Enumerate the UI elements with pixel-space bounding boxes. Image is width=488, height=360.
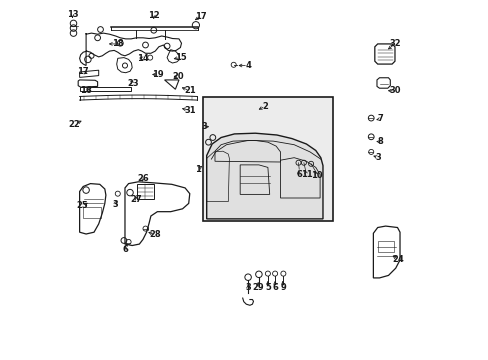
Text: 18: 18 [112, 40, 123, 49]
Text: 6: 6 [272, 284, 278, 292]
Text: 29: 29 [252, 284, 264, 292]
Text: 10: 10 [311, 171, 323, 180]
Text: 23: 23 [127, 79, 139, 88]
Text: 12: 12 [147, 10, 159, 19]
Text: 11: 11 [300, 170, 312, 179]
Text: 28: 28 [149, 230, 161, 239]
Text: 8: 8 [377, 137, 383, 146]
Text: 15: 15 [174, 53, 186, 62]
Text: 2: 2 [262, 102, 268, 111]
Text: 19: 19 [152, 70, 163, 79]
Text: 21: 21 [183, 86, 195, 95]
Text: 4: 4 [244, 61, 250, 70]
Text: 17: 17 [77, 68, 88, 77]
Text: 32: 32 [388, 40, 400, 49]
Text: 3: 3 [201, 122, 206, 131]
Text: 27: 27 [130, 195, 142, 204]
Text: 30: 30 [388, 86, 400, 95]
Bar [378, 241, 393, 252]
Text: 5: 5 [264, 284, 270, 292]
Text: 3: 3 [112, 200, 118, 209]
Text: 20: 20 [172, 72, 183, 81]
Bar [83, 207, 101, 218]
Text: 31: 31 [184, 106, 196, 114]
Text: 25: 25 [76, 202, 87, 210]
Polygon shape [206, 133, 322, 219]
Text: 9: 9 [280, 284, 285, 292]
Text: 1: 1 [195, 165, 201, 174]
Text: 3: 3 [244, 284, 250, 292]
Text: 14: 14 [137, 54, 148, 63]
Text: 6: 6 [296, 170, 302, 179]
Text: 26: 26 [137, 174, 148, 183]
Text: 6: 6 [122, 245, 128, 253]
Text: 22: 22 [69, 120, 81, 129]
Text: 3: 3 [375, 153, 381, 162]
Text: 16: 16 [80, 86, 92, 95]
Text: 24: 24 [392, 256, 404, 264]
Text: 13: 13 [66, 10, 78, 19]
Bar [203, 97, 332, 221]
Text: 7: 7 [377, 114, 383, 123]
Text: 17: 17 [195, 12, 207, 21]
